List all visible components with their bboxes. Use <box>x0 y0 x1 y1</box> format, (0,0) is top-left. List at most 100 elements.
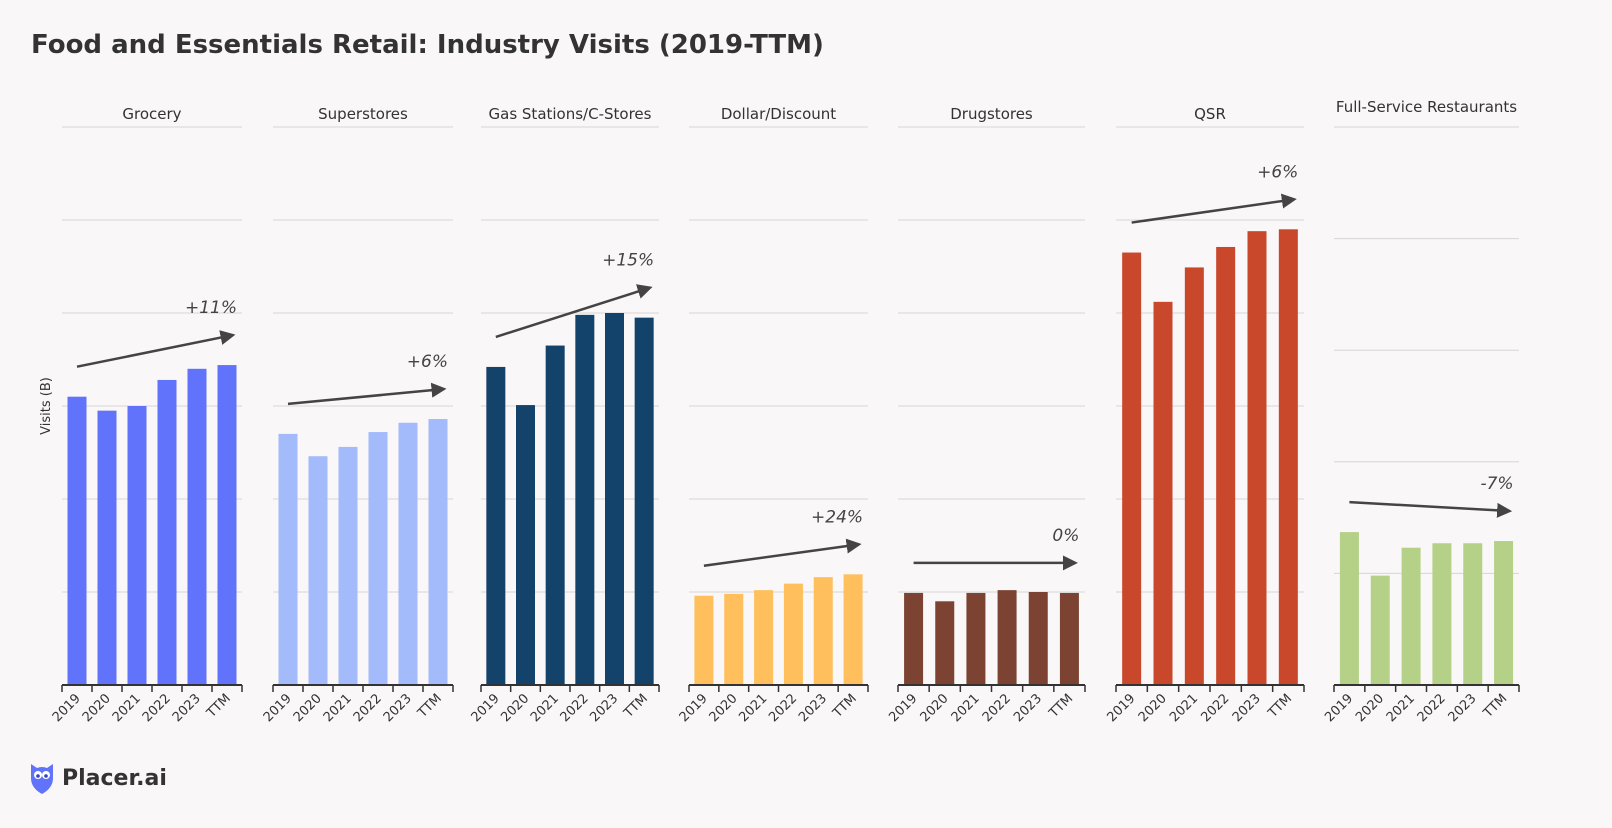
x-tick-label: 2023 <box>1446 691 1480 725</box>
brand-name: Placer.ai <box>62 765 167 791</box>
panel-title: Superstores <box>318 105 408 123</box>
bar-TTM <box>1059 592 1079 685</box>
x-tick-label: 2021 <box>949 691 983 725</box>
bar-2019 <box>1122 252 1142 686</box>
x-tick-label: 2023 <box>1230 691 1264 725</box>
panel-title: Grocery <box>122 105 181 123</box>
bar-2022 <box>368 432 388 685</box>
change-label: +24% <box>811 507 863 527</box>
x-tick-label: TTM <box>415 691 445 721</box>
bar-2020 <box>516 405 535 685</box>
x-tick-label: 2022 <box>558 691 592 725</box>
panel-title: QSR <box>1194 105 1226 123</box>
bar-2019 <box>694 595 714 685</box>
panel-title: Gas Stations/C-Stores <box>489 105 652 123</box>
x-tick-label: 2019 <box>1104 691 1138 725</box>
x-tick-label: 2022 <box>1198 691 1232 725</box>
bar-2021 <box>338 446 358 685</box>
x-tick-label: 2019 <box>469 691 503 725</box>
bar-2023 <box>813 577 833 685</box>
trend-arrow <box>287 382 447 406</box>
bar-2020 <box>97 410 117 685</box>
x-tick-label: TTM <box>621 691 651 721</box>
x-tick-label: TTM <box>830 691 860 721</box>
bar-2020 <box>308 456 328 685</box>
bar-2022 <box>157 379 177 685</box>
bar-2021 <box>966 592 986 685</box>
trend-arrow <box>703 538 862 567</box>
x-tick-label: 2020 <box>1136 691 1170 725</box>
trend-arrow <box>76 330 236 368</box>
x-tick-label: TTM <box>1046 691 1076 721</box>
x-tick-label: 2022 <box>140 691 174 725</box>
change-label: 0% <box>1052 526 1079 546</box>
bar-2021 <box>127 406 147 685</box>
trend-arrow <box>1131 193 1297 224</box>
x-tick-label: TTM <box>204 691 234 721</box>
trend-arrow <box>1349 500 1513 518</box>
bar-2019 <box>67 396 87 685</box>
change-label: +6% <box>1257 162 1298 182</box>
y-axis-label: Visits (B) <box>39 377 54 435</box>
x-tick-label: 2020 <box>498 691 532 725</box>
x-tick-label: TTM <box>1480 691 1510 721</box>
bar-2023 <box>605 313 624 685</box>
x-tick-label: 2019 <box>886 691 920 725</box>
x-tick-label: 2021 <box>321 691 355 725</box>
x-tick-label: 2023 <box>587 691 621 725</box>
x-tick-label: 2022 <box>1415 691 1449 725</box>
x-tick-label: 2021 <box>736 691 770 725</box>
x-tick-label: 2022 <box>351 691 385 725</box>
x-tick-label: 2019 <box>261 691 295 725</box>
x-tick-label: 2023 <box>381 691 415 725</box>
bar-TTM <box>634 317 654 685</box>
x-tick-label: 2019 <box>677 691 711 725</box>
x-tick-label: 2022 <box>980 691 1014 725</box>
bar-2020 <box>724 593 744 685</box>
panel-title: Full-Service Restaurants <box>1336 98 1517 116</box>
bar-2022 <box>783 583 803 685</box>
bar-2022 <box>997 590 1017 685</box>
bar-2021 <box>1184 267 1204 685</box>
change-label: -7% <box>1480 474 1513 494</box>
bar-2022 <box>575 314 595 685</box>
x-tick-label: 2022 <box>766 691 800 725</box>
bar-2022 <box>1216 246 1236 685</box>
bar-2021 <box>545 345 565 685</box>
panel-title: Drugstores <box>950 105 1033 123</box>
bar-2023 <box>187 368 207 685</box>
x-tick-label: 2020 <box>707 691 741 725</box>
bar-2022 <box>1432 543 1452 685</box>
x-tick-label: 2023 <box>796 691 830 725</box>
change-label: +6% <box>407 352 448 372</box>
bar-2019 <box>1339 532 1359 685</box>
bar-TTM <box>428 419 448 685</box>
x-tick-label: 2020 <box>918 691 952 725</box>
bar-2020 <box>1370 575 1390 685</box>
owl-logo-icon <box>31 764 53 794</box>
x-tick-label: 2023 <box>170 691 204 725</box>
x-tick-label: 2019 <box>50 691 84 725</box>
bar-2023 <box>1247 231 1267 685</box>
chart-title: Food and Essentials Retail: Industry Vis… <box>31 30 824 60</box>
x-tick-label: 2021 <box>1167 691 1201 725</box>
bar-2019 <box>278 433 298 685</box>
bar-2023 <box>1028 592 1048 685</box>
x-tick-label: 2021 <box>1384 691 1418 725</box>
bar-2020 <box>1153 301 1173 685</box>
bar-TTM <box>1494 541 1514 685</box>
x-tick-label: 2020 <box>291 691 325 725</box>
panel-full-service-restaurants: Full-Service Restaurants 2019202020212022… <box>1322 98 1520 725</box>
change-label: +15% <box>602 251 654 271</box>
bar-2023 <box>1463 543 1483 685</box>
x-tick-label: 2021 <box>528 691 562 725</box>
panel-title: Dollar/Discount <box>721 105 836 123</box>
x-tick-label: 2021 <box>110 691 144 725</box>
bar-TTM <box>1278 229 1298 686</box>
trend-arrow <box>495 284 653 339</box>
panel-gas-stations-c-stores: Gas Stations/C-Stores 2019202020212022202… <box>469 105 660 725</box>
